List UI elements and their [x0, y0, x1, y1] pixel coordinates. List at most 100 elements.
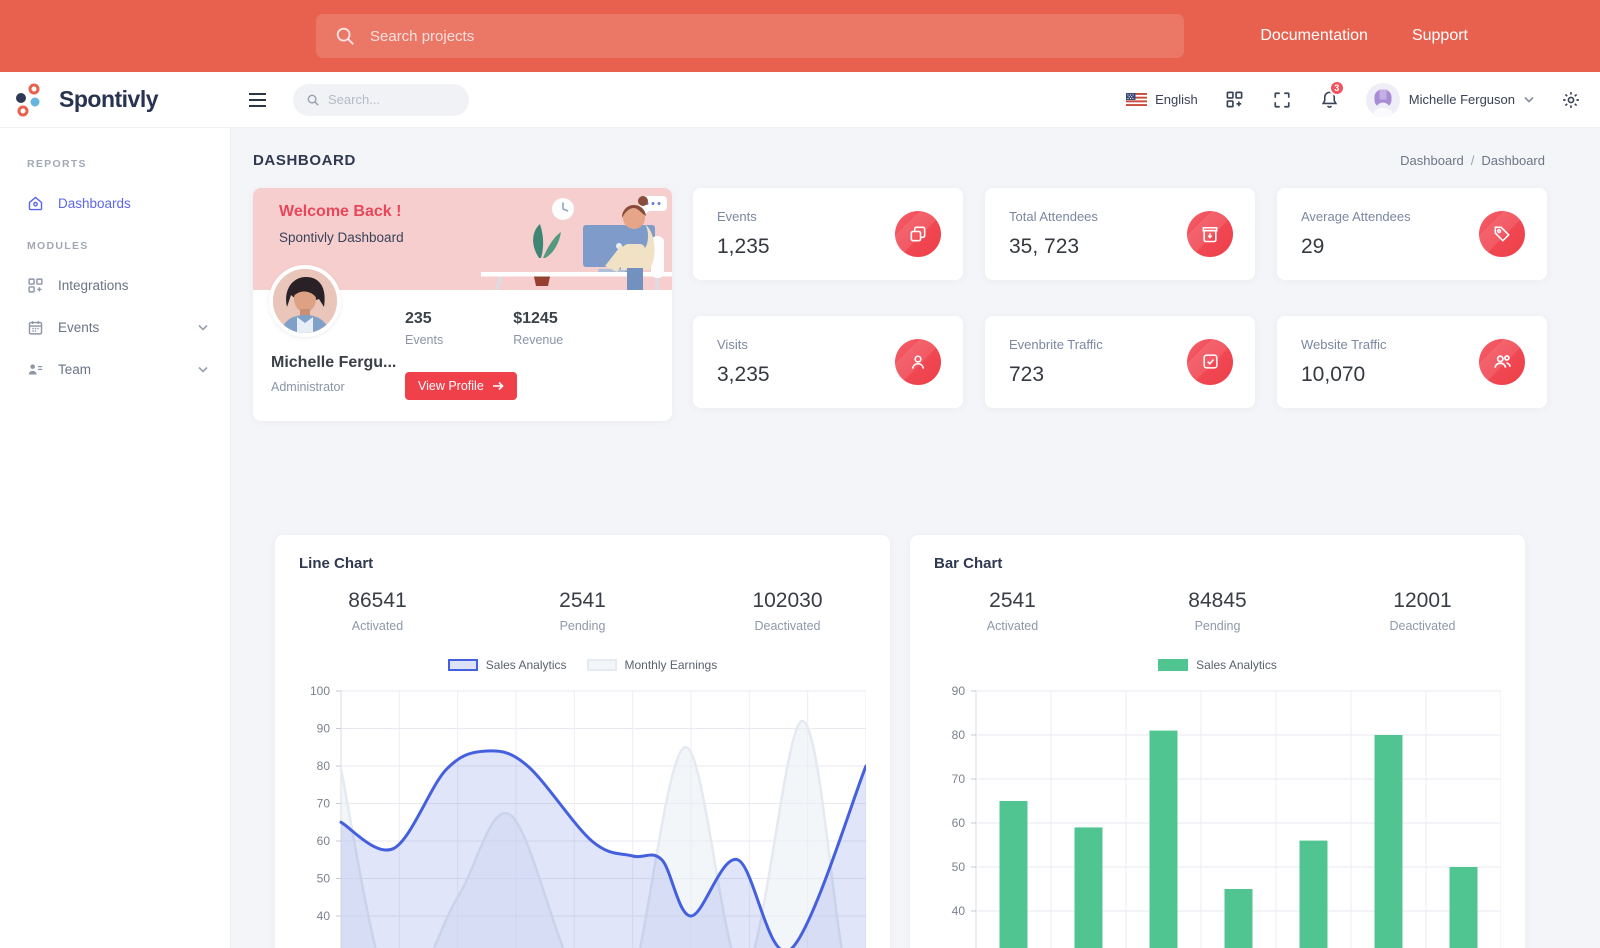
bar	[1449, 867, 1478, 948]
summary-value: 86541	[348, 589, 407, 612]
view-profile-button[interactable]: View Profile	[405, 372, 517, 400]
header-search[interactable]	[293, 83, 469, 116]
notifications-button[interactable]: 3	[1318, 80, 1345, 112]
stat-label: Evenbrite Traffic	[1009, 336, 1103, 352]
stat-label: Total Attendees	[1009, 209, 1098, 224]
copy-icon	[895, 211, 941, 257]
bar-chart-plot: 90 80 70 60 50 40	[920, 681, 1525, 948]
bar	[1299, 840, 1328, 948]
summary-value: 84845	[1188, 589, 1247, 612]
welcome-stat: 235 Events	[405, 310, 443, 347]
stat-label: Events	[717, 209, 757, 224]
add-widget-button[interactable]	[1223, 88, 1246, 111]
bar	[1149, 730, 1178, 948]
sidebar-item-label: Team	[58, 361, 92, 377]
fullscreen-button[interactable]	[1271, 89, 1293, 111]
stat-value: 29	[1301, 235, 1325, 258]
sidebar-section-modules: MODULES	[27, 240, 89, 252]
stat-value: 723	[1009, 362, 1045, 386]
search-icon	[334, 25, 356, 47]
chart-legend: Sales Analytics	[910, 658, 1525, 672]
stat-label: Events	[405, 333, 444, 347]
stat-value: 10,070	[1301, 362, 1366, 386]
main-content: DASHBOARD Dashboard / Dashboard	[231, 128, 1600, 948]
bar	[1224, 889, 1253, 948]
svg-text:50: 50	[952, 860, 966, 874]
sidebar-item-dashboards[interactable]: Dashboards	[0, 182, 230, 224]
us-flag-icon	[1126, 93, 1148, 106]
chevron-down-icon	[198, 366, 208, 373]
settings-button[interactable]	[1559, 88, 1583, 112]
stat-value: 3,235	[717, 362, 770, 386]
projects-search[interactable]	[316, 14, 1184, 58]
projects-search-input[interactable]	[370, 27, 1166, 45]
summary-value: 102030	[752, 589, 823, 612]
breadcrumb-separator: /	[1470, 153, 1475, 168]
sidebar-item-label: Integrations	[58, 277, 129, 293]
user-icon	[895, 338, 941, 385]
sidebar-item-events[interactable]: Events	[0, 306, 230, 348]
chart-legend: Sales Analytics Monthly Earnings	[275, 658, 890, 672]
welcome-title: Welcome Back !	[279, 203, 402, 220]
documentation-link[interactable]: Documentation	[1260, 27, 1368, 44]
home-icon	[27, 195, 44, 212]
svg-text:60: 60	[317, 834, 331, 848]
calendar-icon	[27, 319, 44, 336]
summary-label: Deactivated	[1389, 619, 1456, 633]
user-name: Michelle Ferguson	[1408, 92, 1515, 107]
stat-value: 35, 723	[1009, 235, 1080, 258]
checkbox-icon	[1187, 338, 1233, 385]
legend-entry[interactable]: Monthly Earnings	[586, 658, 718, 672]
chevron-down-icon	[1524, 96, 1534, 103]
bar	[1374, 735, 1403, 948]
welcome-user-name: Michelle Fergu...	[271, 354, 397, 371]
stat-value: $1245	[513, 310, 558, 327]
legend-entry[interactable]: Sales Analytics	[447, 658, 567, 672]
welcome-subtitle: Spontivly Dashboard	[279, 230, 404, 245]
legend-swatch	[447, 659, 478, 671]
svg-text:80: 80	[317, 759, 331, 773]
breadcrumb-item[interactable]: Dashboard	[1481, 153, 1545, 168]
legend-swatch	[1158, 659, 1189, 671]
stat-label: Visits	[717, 336, 748, 352]
header-search-input[interactable]	[328, 92, 456, 107]
svg-text:70: 70	[317, 797, 331, 811]
svg-text:50: 50	[317, 872, 331, 886]
svg-text:90: 90	[952, 684, 966, 698]
sidebar-item-team[interactable]: Team	[0, 348, 230, 390]
support-link[interactable]: Support	[1411, 27, 1468, 44]
sidebar-item-integrations[interactable]: Integrations	[0, 264, 230, 306]
arrow-right-icon	[492, 381, 504, 391]
sidebar-item-label: Events	[58, 319, 100, 335]
line-chart-card: Line Chart 86541 Activated 2541 Pending 10…	[275, 535, 890, 948]
summary-label: Pending	[1194, 619, 1241, 633]
brand-logo[interactable]: Spontivly	[0, 81, 231, 119]
sidebar-toggle-button[interactable]	[244, 88, 271, 112]
users-icon	[1479, 338, 1525, 385]
header-actions: English 3 Michelle Ferguson	[1126, 80, 1600, 117]
welcome-card: Welcome Back ! Spontivly Dashboard Miche…	[253, 188, 672, 421]
stat-label: Revenue	[513, 333, 564, 347]
line-chart-plot: 100 90 80 70 60 50 40	[285, 681, 890, 948]
chart-title: Line Chart	[299, 555, 374, 572]
breadcrumb: Dashboard / Dashboard	[1400, 153, 1545, 168]
stat-value: 235	[405, 310, 432, 327]
breadcrumb-item[interactable]: Dashboard	[1400, 153, 1464, 168]
sidebar-item-label: Dashboards	[58, 195, 131, 211]
summary-label: Activated	[351, 619, 404, 633]
language-selector[interactable]: English	[1126, 92, 1198, 107]
welcome-stat: $1245 Revenue	[513, 310, 563, 347]
summary-value: 2541	[559, 589, 606, 612]
stat-card-evenbrite-traffic: Evenbrite Traffic 723	[985, 315, 1255, 408]
page-title: DASHBOARD	[253, 152, 356, 169]
summary-label: Activated	[986, 619, 1039, 633]
stat-card-events: Events 1,235	[693, 188, 963, 280]
legend-label: Monthly Earnings	[624, 658, 718, 672]
topbar-links: Documentation Support	[1260, 0, 1468, 72]
stat-label: Average Attendees	[1301, 209, 1411, 224]
chart-summary: 2541 Activated 84845 Pending 12001 Deactiva…	[910, 589, 1525, 633]
summary-value: 2541	[989, 589, 1036, 612]
stat-card-website-traffic: Website Traffic 10,070	[1277, 315, 1547, 408]
legend-entry[interactable]: Sales Analytics	[1158, 658, 1277, 672]
user-menu[interactable]: Michelle Ferguson	[1365, 82, 1534, 117]
